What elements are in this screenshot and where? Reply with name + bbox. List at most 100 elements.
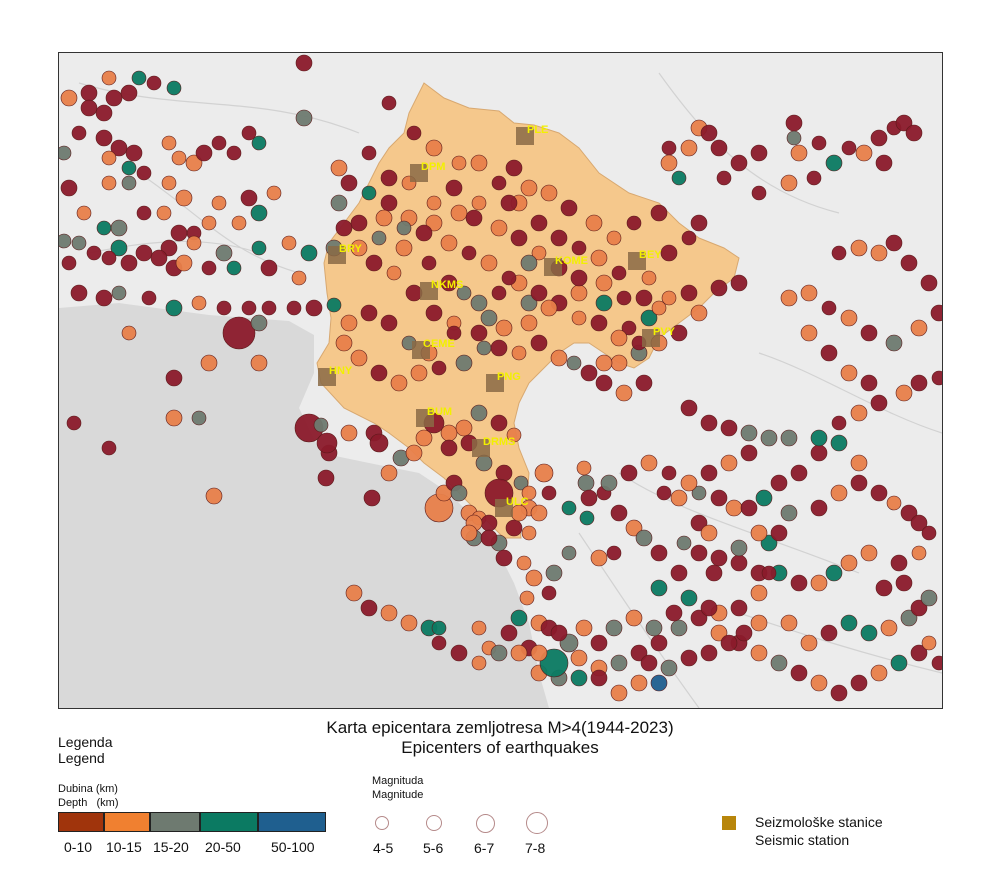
earthquake-epicenter: [446, 325, 462, 341]
earthquake-epicenter: [251, 240, 267, 256]
earthquake-epicenter: [360, 304, 378, 322]
earthquake-epicenter: [510, 644, 528, 662]
earthquake-epicenter: [186, 235, 202, 251]
earthquake-epicenter: [440, 234, 458, 252]
earthquake-epicenter: [590, 634, 608, 652]
earthquake-epicenter: [361, 185, 377, 201]
station-label: ULC: [506, 496, 529, 508]
earthquake-epicenter: [260, 259, 278, 277]
station-label: CEME: [423, 338, 455, 350]
earthquake-epicenter: [700, 464, 718, 482]
map-subtitle: Epicenters of earthquakes: [401, 738, 599, 757]
depth-tick-label: 0-10: [64, 839, 93, 855]
earthquake-epicenter: [830, 684, 848, 702]
earthquake-epicenter: [880, 619, 898, 637]
earthquake-epicenter: [751, 185, 767, 201]
earthquake-epicenter: [660, 154, 678, 172]
earthquake-epicenter: [860, 544, 878, 562]
earthquake-epicenter: [295, 54, 313, 72]
earthquake-epicenter: [86, 245, 102, 261]
earthquake-epicenter: [330, 194, 348, 212]
earthquake-epicenter: [810, 429, 828, 447]
earthquake-epicenter: [786, 130, 802, 146]
earthquake-epicenter: [750, 614, 768, 632]
earthquake-epicenter: [590, 669, 608, 687]
earthquake-epicenter: [730, 554, 748, 572]
earthquake-epicenter: [875, 579, 893, 597]
earthquake-epicenter: [175, 189, 193, 207]
station-label: KOME: [555, 255, 588, 267]
earthquake-epicenter: [870, 484, 888, 502]
earthquake-epicenter: [890, 654, 908, 672]
earthquake-epicenter: [281, 235, 297, 251]
epicenter-map: PLE DPM BRY NKMS KOME BEY PVY CEME HNY PNG BUM DRMS…: [59, 53, 942, 708]
magnitude-tick-label: 4-5: [373, 840, 394, 856]
magnitude-tick-label: 7-8: [525, 840, 546, 856]
earthquake-epicenter: [710, 279, 728, 297]
earthquake-epicenter: [425, 214, 443, 232]
seismic-station-marker: [486, 374, 504, 392]
depth-swatch-20-50: [200, 812, 258, 832]
earthquake-epicenter: [820, 624, 838, 642]
earthquake-epicenter: [240, 189, 258, 207]
earthquake-epicenter: [495, 464, 513, 482]
earthquake-epicenter: [300, 244, 318, 262]
earthquake-epicenter: [625, 609, 643, 627]
earthquake-epicenter: [406, 125, 422, 141]
earthquake-epicenter: [840, 364, 858, 382]
earthquake-epicenter: [71, 235, 87, 251]
seismic-station-marker: [544, 258, 562, 276]
earthquake-epicenter: [131, 70, 147, 86]
earthquake-epicenter: [790, 144, 808, 162]
earthquake-epicenter: [590, 549, 608, 567]
earthquake-epicenter: [136, 205, 152, 221]
earthquake-epicenter: [710, 624, 728, 642]
earthquake-epicenter: [431, 360, 447, 376]
earthquake-epicenter: [740, 424, 758, 442]
earthquake-epicenter: [750, 524, 768, 542]
earthquake-epicenter: [650, 579, 668, 597]
earthquake-epicenter: [860, 374, 878, 392]
earthquake-epicenter: [761, 565, 777, 581]
earthquake-epicenter: [500, 624, 518, 642]
earthquake-epicenter: [905, 124, 923, 142]
earthquake-epicenter: [361, 145, 377, 161]
earthquake-epicenter: [921, 635, 937, 651]
earthquake-epicenter: [730, 599, 748, 617]
earthquake-epicenter: [800, 324, 818, 342]
earthquake-epicenter: [125, 144, 143, 162]
earthquake-epicenter: [491, 175, 507, 191]
earthquake-epicenter: [101, 150, 117, 166]
earthquake-epicenter: [521, 525, 537, 541]
earthquake-epicenter: [760, 534, 778, 552]
earthquake-epicenter: [201, 260, 217, 276]
earthquake-epicenter: [841, 140, 857, 156]
earthquake-epicenter: [870, 129, 888, 147]
earthquake-epicenter: [720, 634, 738, 652]
earthquake-epicenter: [660, 244, 678, 262]
earthquake-epicenter: [490, 339, 508, 357]
earthquake-epicenter: [60, 179, 78, 197]
earthquake-epicenter: [375, 209, 393, 227]
earthquake-epicenter: [806, 170, 822, 186]
earthquake-epicenter: [425, 304, 443, 322]
earthquake-epicenter: [76, 205, 92, 221]
earthquake-epicenter: [610, 684, 628, 702]
earthquake-epicenter: [520, 314, 538, 332]
earthquake-epicenter: [720, 454, 738, 472]
earthquake-epicenter: [440, 424, 458, 442]
earthquake-epicenter: [400, 614, 418, 632]
earthquake-epicenter: [541, 585, 557, 601]
earthquake-epicenter: [511, 345, 527, 361]
earthquake-epicenter: [241, 300, 257, 316]
earthquake-epicenter: [885, 334, 903, 352]
earthquake-epicenter: [501, 270, 517, 286]
earthquake-epicenter: [911, 545, 927, 561]
station-legend-local: Seizmološke stanice: [755, 814, 883, 830]
depth-swatch-15-20: [150, 812, 200, 832]
earthquake-epicenter: [426, 195, 442, 211]
earthquake-epicenter: [540, 299, 558, 317]
earthquake-epicenter: [516, 555, 532, 571]
earthquake-epicenter: [440, 274, 458, 292]
earthquake-epicenter: [577, 474, 595, 492]
